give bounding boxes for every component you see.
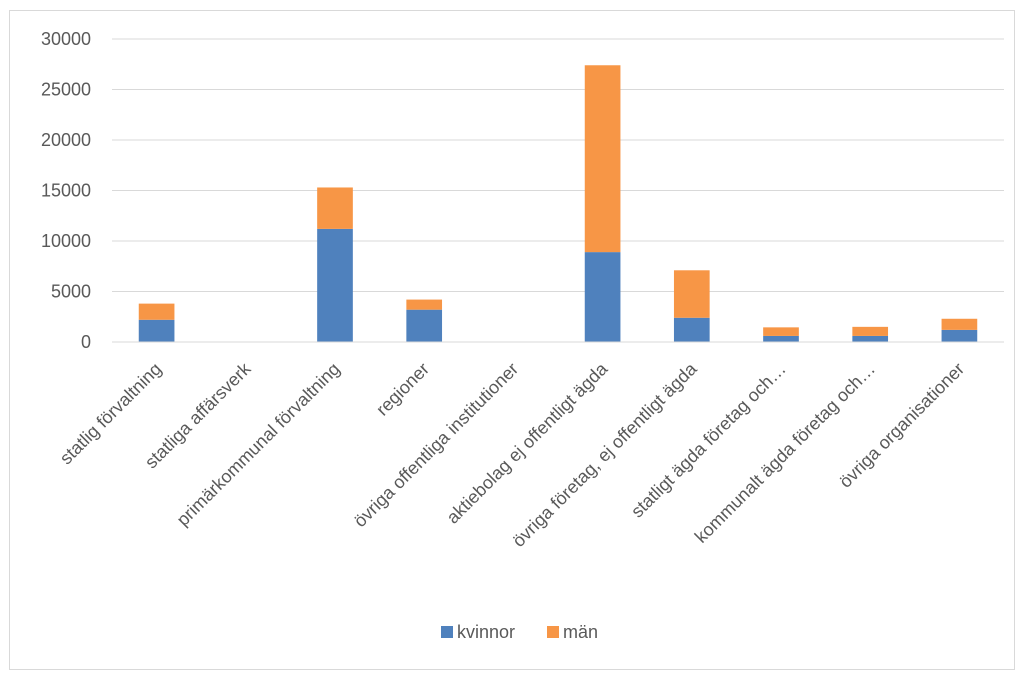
y-tick-label: 15000 xyxy=(41,181,91,201)
bar-man-segment xyxy=(317,187,353,229)
legend-swatch xyxy=(547,626,559,638)
y-tick-label: 5000 xyxy=(51,282,91,302)
bar-man-segment xyxy=(941,318,978,330)
x-category-label: aktiebolag ej offentligt ägda xyxy=(443,358,613,528)
y-tick-label: 25000 xyxy=(41,80,91,100)
bar-kvinnor-segment xyxy=(941,329,978,342)
bar-man-segment xyxy=(406,299,443,310)
x-category-label: övriga offentliga institutioner xyxy=(350,359,522,531)
y-tick-label: 10000 xyxy=(41,231,91,251)
bar-kvinnor-segment xyxy=(584,252,621,342)
y-tick-label: 30000 xyxy=(41,29,91,49)
legend-swatch xyxy=(441,626,453,638)
bar-kvinnor-segment xyxy=(852,335,889,342)
y-tick-label: 20000 xyxy=(41,130,91,150)
bar-man-segment xyxy=(673,270,710,318)
legend: kvinnor män xyxy=(441,622,598,642)
x-category-label: övriga företag, ej offentligt ägda xyxy=(508,358,701,551)
y-tick-label: 0 xyxy=(81,332,91,352)
x-category-label: statligt ägda företag och… xyxy=(627,359,790,522)
bar-man-segment xyxy=(763,327,799,336)
bar-man-segment xyxy=(584,65,621,253)
bar-man-segment xyxy=(852,326,889,336)
x-category-label: regioner xyxy=(372,359,433,420)
bar-kvinnor-segment xyxy=(317,228,353,342)
gridlines xyxy=(112,38,1004,292)
y-axis-tick-labels: 0 5000 10000 15000 20000 25000 30000 xyxy=(41,29,91,352)
bar-kvinnor-segment xyxy=(406,309,443,342)
x-category-label: kommunalt ägda företag och… xyxy=(691,359,879,547)
bar-kvinnor-segment xyxy=(138,319,175,342)
legend-label: män xyxy=(563,622,598,642)
stacked-bar-chart: 0 5000 10000 15000 20000 25000 30000 statlig f… xyxy=(41,29,1004,642)
chart-frame: 0 5000 10000 15000 20000 25000 30000 statlig f… xyxy=(9,10,1015,670)
x-category-label: primärkommunal förvaltning xyxy=(173,359,344,530)
bar-man-segment xyxy=(138,303,175,320)
bars xyxy=(138,65,978,342)
bar-kvinnor-segment xyxy=(673,317,710,342)
legend-label: kvinnor xyxy=(457,622,515,642)
bar-kvinnor-segment xyxy=(763,335,799,342)
